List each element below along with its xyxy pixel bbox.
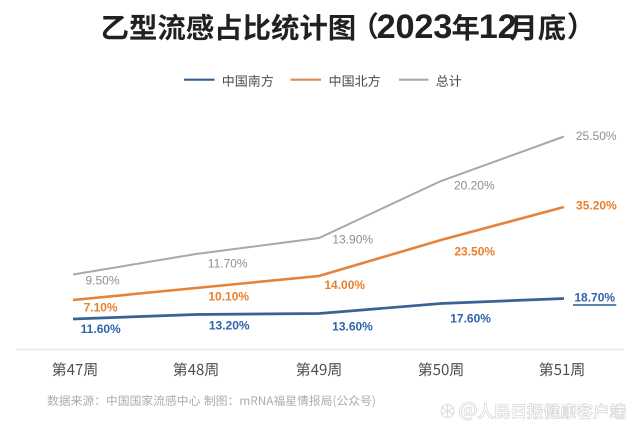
svg-text:14.00%: 14.00% (324, 278, 365, 292)
svg-text:35.20%: 35.20% (576, 199, 617, 213)
svg-text:11.60%: 11.60% (81, 322, 121, 336)
svg-text:25.50%: 25.50% (576, 129, 617, 143)
svg-text:13.60%: 13.60% (332, 319, 373, 333)
svg-text:13.90%: 13.90% (332, 232, 373, 246)
svg-text:9.50%: 9.50% (85, 274, 119, 288)
svg-text:23.50%: 23.50% (454, 245, 495, 259)
svg-text:13.20%: 13.20% (209, 319, 250, 333)
svg-text:10.10%: 10.10% (208, 289, 249, 303)
svg-text:12: 12 (479, 8, 517, 46)
svg-text:18.70%: 18.70% (574, 291, 615, 305)
svg-text:11.70%: 11.70% (208, 257, 248, 271)
svg-text:20.20%: 20.20% (454, 178, 495, 192)
svg-text:17.60%: 17.60% (450, 311, 491, 325)
svg-text:7.10%: 7.10% (84, 300, 118, 314)
svg-text:2023: 2023 (377, 8, 453, 46)
